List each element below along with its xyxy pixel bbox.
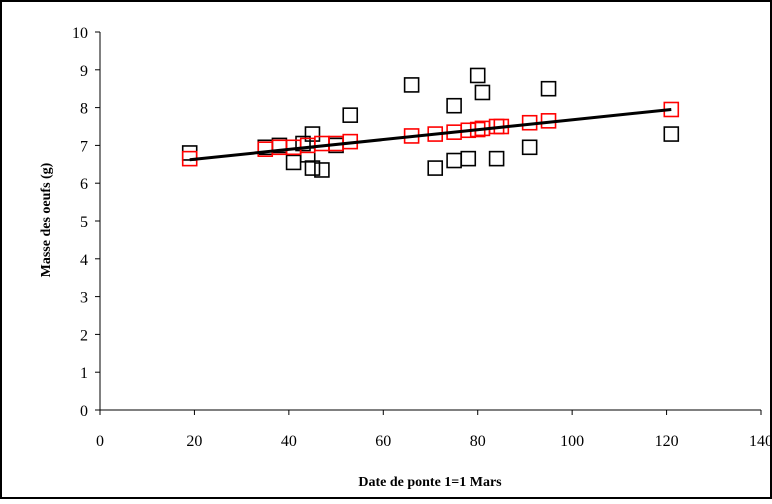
observed-point	[540, 80, 557, 97]
x-tick-label: 140	[749, 433, 772, 450]
trend-line	[189, 107, 672, 162]
x-axis-title: Date de ponte 1=1 Mars	[358, 475, 502, 490]
y-tick-label: 2	[80, 327, 88, 344]
observed-point	[304, 160, 321, 176]
y-tick-label: 0	[80, 403, 88, 420]
y-tick-label: 7	[80, 138, 88, 155]
observed-point	[460, 150, 477, 167]
x-tick-label: 40	[281, 433, 297, 450]
x-tick-label: 20	[186, 433, 202, 450]
y-axis-title: Masse des oeufs (g)	[39, 162, 54, 277]
observed-point	[521, 139, 538, 156]
x-tick-label: 0	[96, 433, 104, 450]
x-tick-label: 60	[375, 433, 391, 450]
observed-point	[342, 107, 359, 123]
observed-point	[403, 77, 420, 93]
x-tick-label: 120	[655, 433, 679, 450]
observed-point	[446, 97, 462, 114]
observed-point	[469, 67, 486, 84]
observed-point	[488, 150, 505, 167]
observed-point	[663, 126, 680, 142]
y-tick-label: 4	[80, 252, 88, 269]
observed-point	[427, 160, 444, 176]
y-tick-label: 8	[80, 101, 88, 118]
x-tick-label: 100	[560, 433, 584, 450]
observed-point	[295, 135, 311, 152]
y-tick-label: 3	[80, 290, 88, 307]
observed-point	[304, 126, 321, 142]
observed-point	[314, 162, 330, 178]
y-tick-label: 1	[80, 365, 88, 382]
observed-point	[474, 84, 491, 101]
y-tick-label: 9	[80, 63, 88, 80]
x-tick-label: 80	[470, 433, 486, 450]
y-tick-label: 5	[80, 214, 88, 231]
y-tick-label: 10	[72, 25, 88, 42]
y-tick-label: 6	[80, 176, 88, 193]
